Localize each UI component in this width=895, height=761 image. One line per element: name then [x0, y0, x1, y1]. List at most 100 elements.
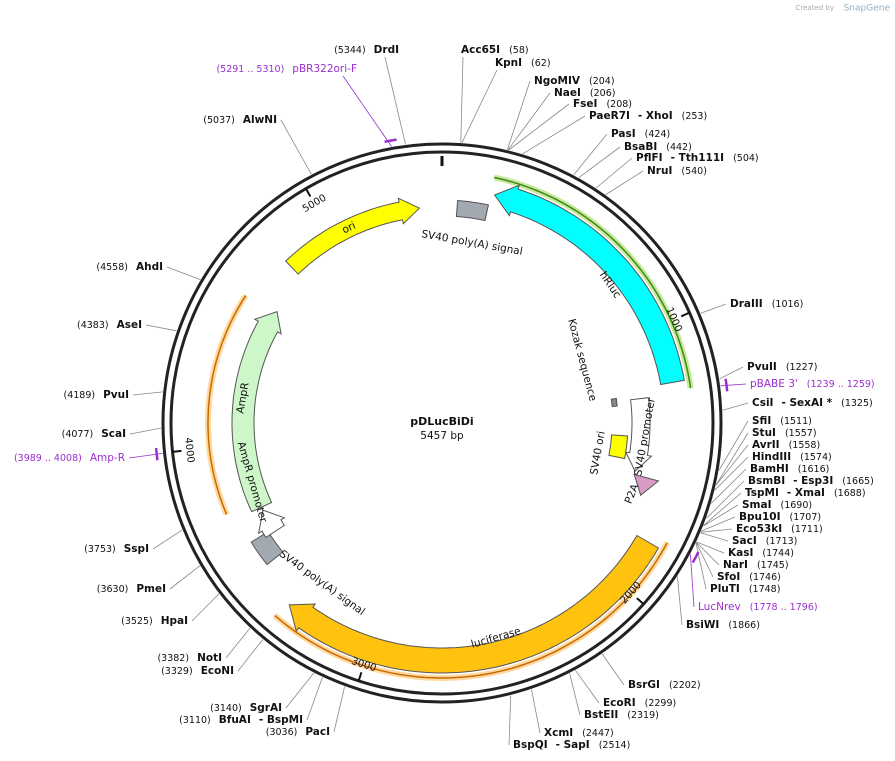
- site-connector: [695, 543, 707, 590]
- site-position: (4189): [63, 390, 95, 401]
- enzyme-name: PluTI: [710, 583, 740, 595]
- site-connector: [601, 653, 625, 686]
- site-label: BsrGI (2202): [628, 679, 701, 691]
- site-label: NarI (1745): [723, 559, 789, 571]
- site-position: (3753): [84, 544, 116, 555]
- feature: [257, 509, 286, 539]
- site-connector: [722, 402, 749, 411]
- site-label: FseI (208): [573, 98, 632, 110]
- tick-label: 5000: [301, 193, 329, 215]
- site-label: KpnI (62): [495, 57, 551, 69]
- site-label: (3329) EcoNI: [161, 665, 234, 677]
- site-label: (4189) PvuI: [63, 389, 129, 401]
- site-connector: [384, 56, 406, 145]
- site-label: HindIII (1574): [752, 451, 832, 463]
- site-connector: [280, 119, 312, 175]
- site-connector: [129, 427, 162, 435]
- site-label: BstEII (2319): [584, 709, 659, 721]
- site-label: (5037) AlwNI: [203, 114, 277, 126]
- hrluc-outline-line: [494, 176, 692, 389]
- site-position: (4383): [77, 320, 109, 331]
- enzyme-name: BspQI: [513, 739, 548, 751]
- site-position: (62): [531, 58, 551, 69]
- primer-name: Amp-R: [90, 452, 125, 464]
- watermark-prefix: Created by: [795, 4, 834, 12]
- site-position: (1744): [762, 548, 794, 559]
- site-position: (1616): [798, 464, 830, 475]
- site-connector: [703, 492, 742, 526]
- site-position: (3140): [210, 703, 242, 714]
- enzyme-name: SgrAI: [250, 702, 282, 714]
- site-label: NgoMIV (204): [534, 75, 615, 87]
- site-connector: [703, 504, 739, 527]
- site-position: (1745): [757, 560, 789, 571]
- site-position: (540): [681, 166, 707, 177]
- site-position: (1557): [785, 428, 817, 439]
- site-position: (442): [666, 142, 692, 153]
- enzyme-name: BsmBI: [748, 475, 785, 487]
- site-label: StuI (1557): [752, 427, 817, 439]
- primer-mark: [384, 138, 397, 144]
- site-connector: [145, 324, 177, 332]
- site-label: (3036) PacI: [266, 726, 330, 738]
- tick-label: 4000: [182, 437, 196, 463]
- site-position: (1325): [841, 398, 873, 409]
- site-label: EcoRI (2299): [603, 697, 676, 709]
- feature-label: AmpR: [234, 382, 251, 415]
- site-position: (206): [590, 88, 616, 99]
- enzyme-name: NaeI: [554, 87, 581, 99]
- enzyme-name: PflFI: [636, 152, 663, 164]
- enzyme-name: NarI: [723, 559, 748, 571]
- site-connector: [720, 383, 747, 387]
- primer-name: pBABE 3': [750, 378, 798, 390]
- feature-label: SV40 ori: [588, 430, 607, 476]
- site-label: (3753) SspI: [84, 543, 149, 555]
- site-position: (1665): [842, 476, 874, 487]
- enzyme-name: Eco53kI: [736, 523, 782, 535]
- primer-range: (3989 .. 4008): [14, 453, 82, 464]
- tick-mark: [680, 311, 690, 318]
- tick-mark: [172, 449, 182, 453]
- enzyme-name: NotI: [197, 652, 222, 664]
- site-position: (204): [589, 76, 615, 87]
- site-label: (4558) AhdI: [96, 261, 163, 273]
- feature-label: SV40 poly(A) signal: [420, 228, 523, 258]
- enzyme-name: BfuAI: [219, 714, 251, 726]
- site-position: (1511): [780, 416, 812, 427]
- site-connector: [715, 444, 749, 486]
- enzyme-name: PvuI: [103, 389, 129, 401]
- site-position: (208): [606, 99, 632, 110]
- site-label: PasI (424): [611, 128, 670, 140]
- watermark-brand: SnapGene: [844, 4, 891, 14]
- enzyme-name: BamHI: [750, 463, 789, 475]
- enzyme-name: ScaI: [101, 428, 126, 440]
- site-connector: [714, 456, 749, 491]
- enzyme-name: - XhoI: [638, 110, 673, 122]
- site-connector: [507, 80, 531, 150]
- site-label: (3630) PmeI: [97, 583, 166, 595]
- luciferase-outline-line: [274, 542, 668, 679]
- site-connector: [695, 542, 714, 578]
- site-position: (1688): [834, 488, 866, 499]
- enzyme-name: AvrII: [752, 439, 780, 451]
- site-connector: [700, 303, 727, 314]
- site-position: (1748): [749, 584, 781, 595]
- primer-name: pBR322ori-F: [292, 63, 357, 75]
- site-position: (4077): [62, 429, 94, 440]
- enzyme-name: BstEII: [584, 709, 618, 721]
- site-connector: [569, 673, 581, 716]
- enzyme-name: - BspMI: [259, 714, 303, 726]
- site-label: BsmBI - Esp3I (1665): [748, 475, 874, 487]
- site-label: KasI (1744): [728, 547, 794, 559]
- site-position: (504): [733, 153, 759, 164]
- site-position: (2447): [582, 728, 614, 739]
- site-position: (1866): [728, 620, 760, 631]
- site-position: (3329): [161, 666, 193, 677]
- site-position: (1711): [791, 524, 823, 535]
- site-label: (4077) ScaI: [62, 428, 126, 440]
- site-label: BsiWI (1866): [686, 619, 760, 631]
- site-label: PflFI - Tth111I (504): [636, 152, 759, 164]
- site-connector: [522, 115, 586, 155]
- enzyme-name: CsiI: [752, 397, 773, 409]
- site-position: (5344): [334, 45, 366, 56]
